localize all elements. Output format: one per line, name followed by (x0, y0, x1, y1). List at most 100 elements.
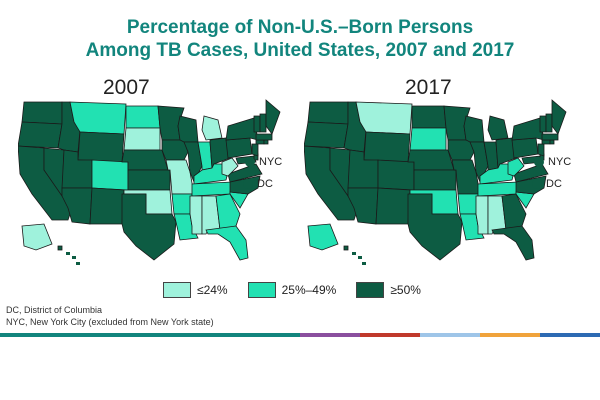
state-ny (511, 117, 545, 141)
state-tx (407, 193, 463, 261)
color-bar-segment (60, 333, 120, 337)
state-ak (21, 223, 53, 251)
legend-swatch-low (163, 282, 191, 298)
state-nh (259, 113, 267, 133)
dc-label-2017: DC (546, 178, 562, 190)
nyc-label-2007: NYC (259, 156, 283, 168)
state-ks (127, 169, 171, 191)
state-mi (487, 115, 509, 141)
state-nd (411, 105, 447, 129)
state-hi (343, 245, 349, 251)
state-ar (457, 193, 479, 215)
state-nd (125, 105, 161, 129)
state-ct (541, 139, 551, 145)
state-tn (191, 181, 233, 197)
state-tn (477, 181, 519, 197)
legend-label-high: ≥50% (390, 283, 421, 297)
state-nh (545, 113, 553, 133)
state-ct (255, 139, 265, 145)
nyc-marker-2017: NYC (534, 156, 571, 168)
state-co (377, 159, 415, 191)
state-nm (89, 187, 125, 225)
state-wy (77, 131, 125, 163)
color-bar-segment (480, 333, 540, 337)
state-ms (189, 195, 203, 235)
color-bar-segment (540, 333, 600, 337)
color-bar-segment (300, 333, 360, 337)
legend-label-mid: 25%–49% (281, 283, 337, 297)
nyc-label-2017: NYC (548, 156, 572, 168)
state-pa (225, 137, 253, 159)
state-wi (177, 115, 199, 143)
year-label-2007: 2007 (103, 76, 150, 99)
legend-item-high: ≥50% (356, 282, 421, 298)
state-mt (355, 101, 413, 135)
state-hi-island-1 (66, 252, 70, 255)
state-mt (69, 101, 127, 135)
us-map-2017 (304, 99, 567, 265)
state-hi-island-2 (358, 256, 362, 259)
state-fl (491, 225, 535, 261)
state-fl (205, 225, 249, 261)
nyc-dot-2007 (245, 157, 255, 167)
legend-swatch-mid (247, 282, 276, 298)
state-co (91, 159, 129, 191)
state-tx (121, 193, 177, 261)
nyc-dot-2017 (534, 157, 544, 167)
state-me (551, 99, 567, 135)
state-or (18, 121, 63, 149)
state-nm (375, 187, 411, 225)
color-bar-segment (420, 333, 480, 337)
state-wv (507, 157, 525, 177)
us-map-2007 (18, 99, 281, 265)
legend: ≤24% 25%–49% ≥50% (163, 282, 441, 298)
state-mi (201, 115, 223, 141)
state-hi-island-3 (362, 262, 366, 265)
dc-dot-2007 (243, 179, 253, 189)
legend-item-mid: 25%–49% (247, 282, 337, 298)
state-or (304, 121, 349, 149)
state-nj (251, 143, 259, 157)
state-vt (253, 115, 261, 133)
state-ri (549, 139, 555, 145)
dc-label-2007: DC (257, 178, 273, 190)
chart-title: Percentage of Non-U.S.–Born Persons Amon… (0, 16, 600, 62)
state-ms (475, 195, 489, 235)
color-bar-segment (240, 333, 300, 337)
state-pa (511, 137, 539, 159)
dc-marker-2007: DC (243, 178, 273, 190)
state-ma (541, 133, 559, 141)
state-nj (537, 143, 545, 157)
footnotes: DC, District of Columbia NYC, New York C… (6, 304, 214, 328)
state-va (513, 163, 549, 183)
state-hi (57, 245, 63, 251)
state-hi-island-3 (76, 262, 80, 265)
state-ks (413, 169, 457, 191)
decorative-color-bar (0, 333, 600, 337)
state-hi-island-1 (352, 252, 356, 255)
legend-swatch-high (356, 282, 385, 298)
dc-dot-2017 (532, 179, 542, 189)
state-ar (171, 193, 193, 215)
state-ma (255, 133, 273, 141)
nyc-marker-2007: NYC (245, 156, 282, 168)
state-sd (409, 127, 447, 151)
state-wy (363, 131, 411, 163)
state-sd (123, 127, 161, 151)
state-ak (307, 223, 339, 251)
legend-item-low: ≤24% (163, 282, 228, 298)
color-bar-segment (180, 333, 240, 337)
state-ga (215, 193, 241, 231)
state-wi (463, 115, 485, 143)
footnote-nyc: NYC, New York City (excluded from New Yo… (6, 317, 214, 327)
state-ne (407, 149, 455, 171)
state-me (265, 99, 281, 135)
color-bar-segment (0, 333, 60, 337)
state-wa (21, 101, 63, 125)
dc-marker-2017: DC (532, 178, 562, 190)
color-bar-segment (120, 333, 180, 337)
title-line-1: Percentage of Non-U.S.–Born Persons (126, 17, 474, 38)
footnote-dc: DC, District of Columbia (6, 305, 103, 315)
state-wa (307, 101, 349, 125)
state-ny (225, 117, 259, 141)
